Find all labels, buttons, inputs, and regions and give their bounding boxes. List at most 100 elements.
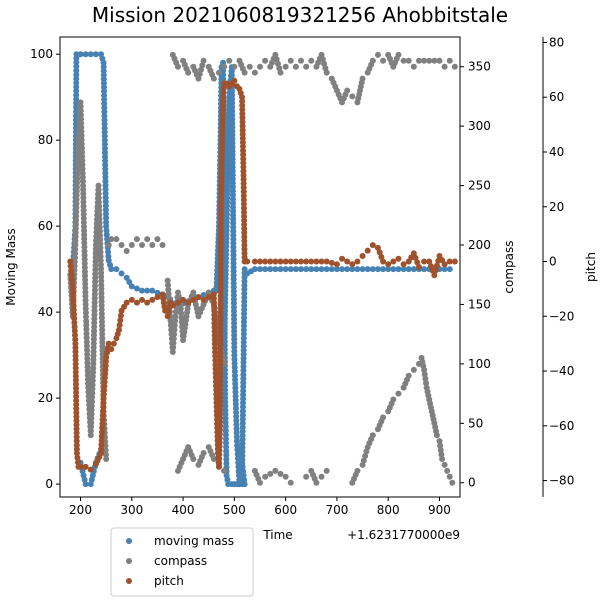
data-point bbox=[99, 420, 106, 427]
data-point bbox=[308, 57, 315, 64]
data-point bbox=[180, 296, 187, 303]
data-point bbox=[277, 266, 284, 273]
data-point bbox=[99, 412, 106, 419]
data-point bbox=[219, 115, 226, 122]
data-point bbox=[172, 313, 179, 320]
data-point bbox=[292, 63, 299, 70]
data-point bbox=[139, 242, 146, 249]
data-point bbox=[89, 373, 96, 380]
data-point bbox=[87, 432, 94, 439]
data-point bbox=[433, 262, 440, 269]
data-point bbox=[218, 161, 225, 168]
data-point bbox=[105, 242, 112, 249]
y-left-tick-label: 20 bbox=[38, 391, 53, 405]
data-point bbox=[218, 165, 225, 172]
data-point bbox=[218, 178, 225, 185]
data-point bbox=[128, 283, 135, 290]
data-point bbox=[218, 186, 225, 193]
legend-marker bbox=[126, 578, 132, 584]
x-tick-label: 400 bbox=[172, 503, 195, 517]
y-right-tick-label: 50 bbox=[468, 416, 483, 430]
data-point bbox=[169, 302, 176, 309]
data-point bbox=[67, 263, 74, 270]
data-point bbox=[414, 259, 421, 266]
data-point bbox=[218, 182, 225, 189]
data-point bbox=[210, 75, 217, 82]
data-point bbox=[220, 89, 227, 96]
data-point bbox=[277, 69, 284, 76]
data-point bbox=[118, 242, 125, 249]
data-point bbox=[364, 247, 371, 254]
data-point bbox=[262, 473, 269, 480]
data-point bbox=[437, 442, 444, 449]
data-point bbox=[219, 136, 226, 143]
x-tick-label: 500 bbox=[223, 503, 246, 517]
data-point bbox=[395, 51, 402, 58]
data-point bbox=[116, 322, 123, 329]
data-point bbox=[133, 299, 140, 306]
data-point bbox=[385, 261, 392, 268]
data-point bbox=[405, 266, 412, 273]
pitch-tick-label: −60 bbox=[549, 419, 574, 433]
data-point bbox=[69, 285, 76, 292]
legend-box bbox=[110, 527, 254, 597]
data-point bbox=[159, 242, 166, 249]
data-point bbox=[212, 365, 219, 372]
data-point bbox=[218, 195, 225, 202]
data-point bbox=[257, 479, 263, 486]
data-point bbox=[105, 253, 112, 260]
data-point bbox=[267, 258, 274, 265]
data-point bbox=[99, 429, 106, 436]
data-point bbox=[364, 266, 371, 273]
data-point bbox=[98, 450, 105, 457]
data-point bbox=[415, 57, 422, 64]
data-point bbox=[431, 272, 438, 279]
data-point bbox=[99, 408, 106, 415]
data-point bbox=[272, 266, 279, 273]
data-point bbox=[218, 199, 225, 206]
data-point bbox=[99, 416, 106, 423]
data-point bbox=[226, 57, 233, 64]
data-point bbox=[308, 258, 315, 265]
data-point bbox=[170, 344, 177, 351]
data-point bbox=[165, 282, 172, 289]
data-point bbox=[438, 451, 445, 458]
data-point bbox=[323, 266, 330, 273]
data-point bbox=[369, 266, 376, 273]
data-point bbox=[262, 57, 269, 64]
data-point bbox=[349, 266, 356, 273]
data-point bbox=[70, 298, 77, 305]
data-point bbox=[128, 242, 135, 249]
data-point bbox=[103, 223, 110, 230]
data-point bbox=[219, 123, 226, 130]
x-tick-label: 800 bbox=[377, 503, 400, 517]
data-point bbox=[70, 290, 77, 297]
data-point bbox=[167, 317, 174, 324]
data-point bbox=[98, 445, 105, 452]
data-point bbox=[444, 467, 451, 474]
data-point bbox=[103, 455, 110, 462]
data-point bbox=[421, 57, 428, 64]
y-left-tick-label: 40 bbox=[38, 305, 53, 319]
legend-label: moving mass bbox=[154, 534, 234, 548]
data-point bbox=[415, 264, 422, 270]
data-point bbox=[117, 317, 124, 324]
data-point bbox=[400, 57, 407, 64]
x-tick-label: 600 bbox=[274, 503, 297, 517]
data-point bbox=[90, 369, 97, 376]
data-point bbox=[87, 466, 94, 473]
x-offset-label: +1.6231770000e9 bbox=[347, 528, 460, 542]
data-point bbox=[405, 372, 412, 379]
data-point bbox=[282, 63, 289, 70]
data-point bbox=[257, 63, 263, 70]
data-point bbox=[323, 69, 330, 76]
data-point bbox=[369, 57, 376, 64]
pitch-tick-label: 20 bbox=[549, 200, 564, 214]
data-point bbox=[354, 467, 361, 474]
data-point bbox=[177, 305, 184, 312]
data-point bbox=[88, 407, 95, 414]
data-point bbox=[77, 51, 84, 58]
data-point bbox=[72, 250, 79, 257]
data-point bbox=[82, 51, 89, 58]
